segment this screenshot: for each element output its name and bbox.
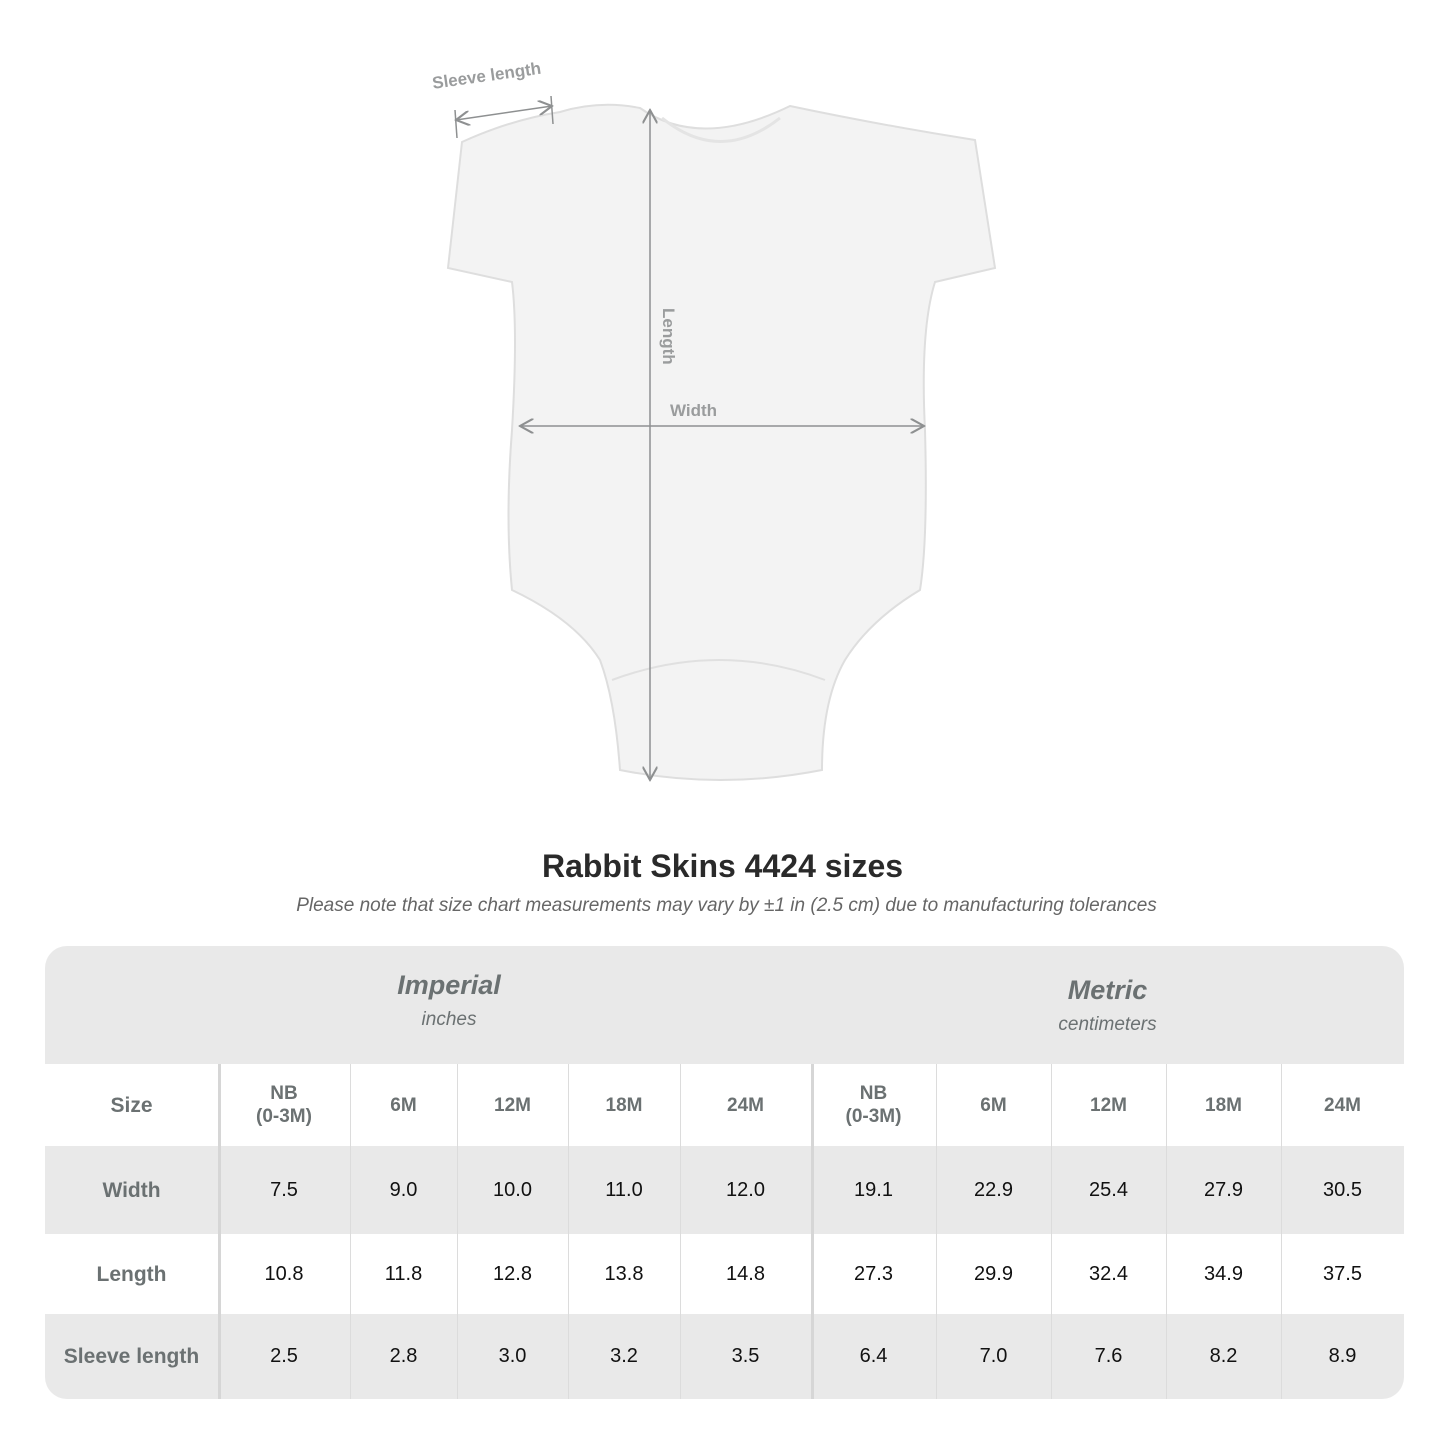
- column-divider: [1281, 1064, 1282, 1399]
- imperial-title: Imperial: [397, 970, 501, 1000]
- metric-header: Metric centimeters: [811, 975, 1404, 1036]
- table-cell: 9.0: [389, 1178, 418, 1201]
- table-cell: 27.3: [854, 1262, 893, 1285]
- row-header: Width: [102, 1178, 161, 1202]
- column-divider: [350, 1064, 351, 1399]
- table-cell: 6.4: [859, 1345, 888, 1367]
- table-cell: 11.8: [384, 1262, 423, 1285]
- table-cell: 3.0: [498, 1345, 527, 1367]
- column-divider: [457, 1064, 458, 1399]
- size-column-header: NB (0-3M): [845, 1083, 902, 1127]
- table-cell: 7.0: [979, 1345, 1008, 1367]
- size-column-header: NB (0-3M): [256, 1083, 312, 1127]
- table-cell: 11.0: [605, 1178, 643, 1201]
- table-cell: 34.9: [1204, 1262, 1243, 1285]
- column-divider: [811, 1064, 814, 1399]
- column-divider: [218, 1064, 221, 1399]
- table-cell: 8.9: [1328, 1345, 1357, 1367]
- table-cell: 13.8: [604, 1262, 644, 1285]
- size-column-header: 6M: [390, 1094, 417, 1116]
- table-cell: 12.0: [726, 1178, 765, 1201]
- table-cell: 7.6: [1094, 1345, 1123, 1367]
- row-band-sleeve: [45, 1314, 1404, 1399]
- table-cell: 37.5: [1323, 1262, 1362, 1285]
- table-cell: 10.0: [493, 1178, 532, 1201]
- table-cell: 25.4: [1089, 1178, 1128, 1201]
- table-cell: 19.1: [854, 1178, 893, 1201]
- table-cell: 29.9: [974, 1262, 1013, 1285]
- header-band: [45, 946, 1404, 1064]
- tolerance-note: Please note that size chart measurements…: [296, 895, 1157, 916]
- size-column-header: 24M: [1324, 1094, 1361, 1116]
- sleeve-measure-line: [456, 106, 552, 120]
- metric-title: Metric: [1067, 975, 1148, 1005]
- table-cell: 10.8: [264, 1262, 304, 1285]
- bodysuit-shape: [446, 103, 997, 781]
- table-cell: 8.2: [1209, 1345, 1238, 1367]
- table-cell: 2.8: [389, 1345, 418, 1367]
- size-column-header: 6M: [980, 1094, 1007, 1116]
- column-divider: [680, 1064, 681, 1399]
- size-column-header: 12M: [494, 1094, 531, 1116]
- table-cell: 3.2: [610, 1345, 638, 1367]
- table-cell: 14.8: [726, 1262, 765, 1285]
- size-column-header: 18M: [605, 1094, 643, 1116]
- table-cell: 32.4: [1089, 1262, 1128, 1285]
- size-header: Size: [110, 1093, 153, 1117]
- column-divider: [1166, 1064, 1167, 1399]
- column-divider: [936, 1064, 937, 1399]
- width-label: Width: [670, 401, 718, 420]
- table-cell: 7.5: [270, 1178, 298, 1201]
- size-column-header: 18M: [1205, 1094, 1242, 1116]
- row-band-width: [45, 1146, 1404, 1234]
- imperial-unit: inches: [421, 1009, 477, 1030]
- table-cell: 22.9: [974, 1178, 1013, 1201]
- table-cell: 3.5: [731, 1345, 760, 1367]
- table-cell: 12.8: [493, 1262, 532, 1285]
- table-cell: 27.9: [1204, 1178, 1243, 1201]
- page-title: Rabbit Skins 4424 sizes: [541, 848, 904, 884]
- length-label: Length: [659, 308, 678, 365]
- table-cell: 2.5: [270, 1345, 298, 1367]
- size-column-header: 24M: [727, 1094, 764, 1116]
- column-divider: [1051, 1064, 1052, 1399]
- bodysuit-illustration: [446, 95, 997, 820]
- row-header: Length: [96, 1262, 167, 1286]
- size-column-header: 12M: [1090, 1094, 1127, 1116]
- column-divider: [568, 1064, 569, 1399]
- metric-unit: centimeters: [1058, 1014, 1157, 1035]
- size-table: Imperial inches Metric centimeters Size N…: [45, 946, 1404, 1399]
- row-header: Sleeve length: [63, 1345, 200, 1368]
- imperial-header: Imperial inches: [218, 970, 680, 1031]
- table-cell: 30.5: [1323, 1178, 1362, 1201]
